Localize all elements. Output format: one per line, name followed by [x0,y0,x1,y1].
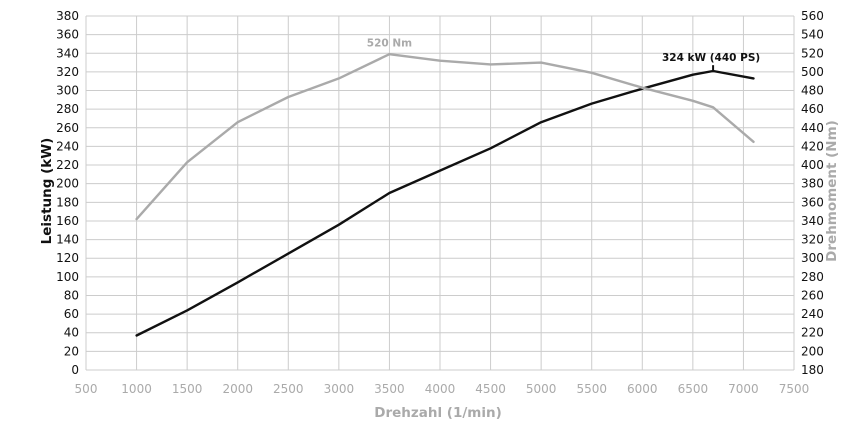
x-tick-label: 6000 [627,382,658,396]
y-tick-label-right: 200 [801,344,824,358]
x-tick-label: 6500 [678,382,709,396]
y-axis-title-right: Drehmoment (Nm) [824,120,840,262]
y-tick-label-left: 80 [64,288,79,302]
x-tick-label: 7500 [779,382,810,396]
annotation-label: 324 kW (440 PS) [662,52,760,64]
x-tick-label: 500 [75,382,98,396]
x-tick-label: 4000 [425,382,456,396]
y-tick-label-left: 360 [56,28,79,42]
tick-labels: 500 1000 1500 2000 2500 3000 3500 4000 4500 5000 5… [56,9,824,396]
y-tick-label-right: 400 [801,158,824,172]
y-tick-label-right: 380 [801,177,824,191]
y-tick-label-left: 160 [56,214,79,228]
y-tick-label-left: 340 [56,46,79,60]
y-tick-label-left: 260 [56,121,79,135]
x-tick-label: 2500 [273,382,304,396]
x-tick-label: 5000 [526,382,557,396]
y-tick-label-right: 500 [801,65,824,79]
y-tick-label-left: 60 [64,307,79,321]
y-tick-label-left: 200 [56,177,79,191]
y-tick-label-left: 280 [56,102,79,116]
x-tick-label: 1000 [121,382,152,396]
y-tick-label-right: 280 [801,270,824,284]
y-tick-label-left: 380 [56,9,79,23]
y-tick-label-right: 460 [801,102,824,116]
y-tick-label-right: 180 [801,363,824,377]
series-lines [135,53,755,337]
y-tick-label-left: 0 [71,363,79,377]
y-axis-title-left: Leistung (kW) [39,138,55,245]
grid [85,15,795,371]
y-tick-label-right: 220 [801,326,824,340]
y-tick-label-left: 140 [56,233,79,247]
y-tick-label-right: 440 [801,121,824,135]
x-tick-label: 1500 [172,382,203,396]
torque-line [135,53,755,221]
y-tick-label-right: 360 [801,195,824,209]
y-tick-label-left: 320 [56,65,79,79]
x-tick-label: 2000 [222,382,253,396]
annotations: 520 Nm 324 kW (440 PS) [367,37,760,73]
x-tick-label: 4500 [475,382,506,396]
y-tick-label-right: 240 [801,307,824,321]
x-tick-label: 3000 [324,382,355,396]
y-tick-label-left: 40 [64,326,79,340]
y-tick-label-right: 320 [801,233,824,247]
y-tick-label-right: 260 [801,288,824,302]
y-tick-label-right: 540 [801,28,824,42]
x-tick-label: 5500 [576,382,607,396]
y-tick-label-left: 240 [56,139,79,153]
y-tick-label-right: 420 [801,139,824,153]
x-axis-title: Drehzahl (1/min) [374,405,502,421]
x-tick-label: 3500 [374,382,405,396]
y-tick-label-right: 560 [801,9,824,23]
y-tick-label-left: 220 [56,158,79,172]
y-tick-label-left: 300 [56,84,79,98]
y-tick-label-left: 100 [56,270,79,284]
power-line [135,69,755,337]
y-tick-label-left: 120 [56,251,79,265]
y-tick-label-right: 300 [801,251,824,265]
x-tick-label: 7000 [728,382,759,396]
annotation-label: 520 Nm [367,37,412,49]
y-tick-label-left: 180 [56,195,79,209]
y-tick-label-right: 340 [801,214,824,228]
y-tick-label-right: 480 [801,84,824,98]
y-tick-label-right: 520 [801,46,824,60]
y-tick-label-left: 20 [64,344,79,358]
